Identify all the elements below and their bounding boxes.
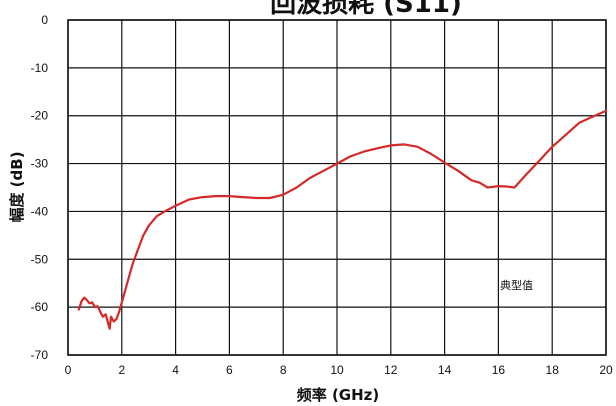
- y-tick-label: -70: [31, 348, 49, 362]
- x-tick-label: 6: [226, 363, 233, 377]
- grid: [67, 19, 607, 356]
- x-tick-label: 12: [384, 363, 398, 377]
- x-tick-label: 16: [492, 363, 506, 377]
- y-tick-label: -20: [31, 109, 49, 123]
- y-tick-labels: 0 -10 -20 -30 -40 -50 -60 -70: [31, 13, 49, 362]
- y-tick-label: -30: [31, 157, 49, 171]
- chart-title: 回波损耗 (S11): [270, 0, 462, 19]
- x-axis-label: 频率 (GHz): [297, 386, 380, 404]
- series-line: [77, 109, 608, 330]
- x-tick-label: 14: [438, 363, 452, 377]
- x-tick-label: 20: [599, 363, 613, 377]
- plot-frame: [67, 19, 607, 356]
- y-tick-label: -40: [31, 204, 49, 218]
- typical-value-annotation: 典型值: [500, 278, 533, 292]
- x-tick-label: 2: [118, 363, 125, 377]
- y-tick-label: -10: [31, 61, 49, 75]
- x-tick-label: 4: [172, 363, 179, 377]
- x-tick-label: 8: [280, 363, 287, 377]
- x-tick-label: 18: [546, 363, 560, 377]
- y-tick-label: 0: [41, 13, 48, 27]
- y-axis-label: 幅度 (dB): [8, 151, 26, 222]
- y-tick-label: -60: [31, 300, 49, 314]
- x-tick-labels: 0 2 4 6 8 10 12 14 16 18 20: [65, 363, 613, 377]
- x-tick-label: 0: [65, 363, 72, 377]
- x-tick-label: 10: [330, 363, 344, 377]
- y-tick-label: -50: [31, 252, 49, 266]
